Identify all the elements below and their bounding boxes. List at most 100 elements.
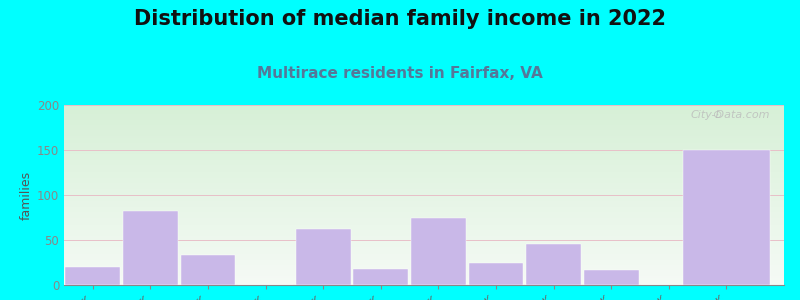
- Bar: [64, 105, 784, 107]
- Bar: [64, 147, 784, 148]
- Bar: [64, 252, 784, 254]
- Bar: [64, 232, 784, 234]
- Bar: [64, 182, 784, 183]
- Bar: [64, 200, 784, 201]
- Bar: [64, 207, 784, 208]
- Bar: [64, 265, 784, 267]
- Bar: [64, 178, 784, 179]
- Bar: [64, 129, 784, 130]
- Bar: [64, 109, 784, 110]
- Bar: [64, 110, 784, 112]
- Bar: [64, 278, 784, 280]
- Bar: [64, 280, 784, 281]
- Text: ⊙: ⊙: [714, 110, 723, 120]
- Bar: [64, 208, 784, 211]
- Bar: [526, 244, 581, 285]
- Bar: [64, 122, 784, 123]
- Bar: [64, 221, 784, 223]
- Bar: [64, 203, 784, 205]
- Bar: [64, 268, 784, 271]
- Bar: [64, 281, 784, 283]
- Text: Distribution of median family income in 2022: Distribution of median family income in …: [134, 9, 666, 29]
- Bar: [64, 229, 784, 230]
- Bar: [64, 127, 784, 129]
- Bar: [64, 220, 784, 221]
- Bar: [64, 145, 784, 147]
- Bar: [469, 262, 523, 285]
- Bar: [64, 274, 784, 276]
- Bar: [64, 214, 784, 216]
- Bar: [64, 223, 784, 225]
- Bar: [64, 134, 784, 136]
- Bar: [64, 165, 784, 167]
- Bar: [64, 156, 784, 158]
- Bar: [64, 179, 784, 182]
- Bar: [64, 254, 784, 256]
- Bar: [64, 243, 784, 245]
- Bar: [64, 140, 784, 141]
- Bar: [64, 154, 784, 156]
- Bar: [64, 169, 784, 170]
- Bar: [64, 239, 784, 242]
- Bar: [64, 132, 784, 134]
- Bar: [64, 256, 784, 258]
- Y-axis label: families: families: [20, 170, 33, 220]
- Bar: [181, 255, 235, 285]
- Bar: [64, 276, 784, 278]
- Bar: [64, 107, 784, 109]
- Bar: [64, 238, 784, 239]
- Bar: [64, 205, 784, 207]
- Bar: [64, 250, 784, 252]
- Bar: [64, 123, 784, 125]
- Bar: [64, 172, 784, 174]
- Bar: [64, 185, 784, 187]
- Bar: [64, 236, 784, 238]
- Bar: [64, 261, 784, 263]
- Bar: [66, 267, 120, 285]
- Bar: [64, 183, 784, 185]
- Bar: [64, 192, 784, 194]
- Bar: [123, 211, 178, 285]
- Bar: [354, 269, 408, 285]
- Bar: [64, 247, 784, 249]
- Bar: [64, 190, 784, 192]
- Bar: [64, 267, 784, 268]
- Bar: [411, 218, 466, 285]
- Bar: [64, 125, 784, 127]
- Bar: [64, 148, 784, 151]
- Text: Multirace residents in Fairfax, VA: Multirace residents in Fairfax, VA: [257, 66, 543, 81]
- Bar: [584, 270, 638, 285]
- Bar: [296, 229, 350, 285]
- Bar: [64, 160, 784, 161]
- Bar: [64, 138, 784, 140]
- Bar: [64, 258, 784, 260]
- Bar: [64, 234, 784, 236]
- Bar: [64, 230, 784, 232]
- Bar: [64, 114, 784, 116]
- Bar: [64, 187, 784, 189]
- Bar: [64, 167, 784, 169]
- Bar: [64, 201, 784, 203]
- Bar: [64, 161, 784, 163]
- Bar: [64, 245, 784, 247]
- Bar: [64, 283, 784, 285]
- Bar: [64, 130, 784, 132]
- Bar: [64, 118, 784, 119]
- Bar: [64, 116, 784, 118]
- Bar: [64, 242, 784, 243]
- Bar: [64, 249, 784, 250]
- Bar: [64, 212, 784, 214]
- Bar: [64, 119, 784, 122]
- Bar: [64, 263, 784, 265]
- Bar: [64, 151, 784, 152]
- Bar: [64, 152, 784, 154]
- Bar: [64, 271, 784, 272]
- Bar: [64, 194, 784, 196]
- Bar: [64, 143, 784, 145]
- Bar: [64, 158, 784, 160]
- Bar: [64, 227, 784, 229]
- Bar: [64, 176, 784, 178]
- Bar: [64, 216, 784, 218]
- Bar: [64, 136, 784, 138]
- Bar: [64, 272, 784, 274]
